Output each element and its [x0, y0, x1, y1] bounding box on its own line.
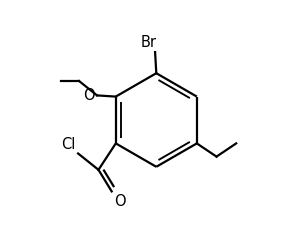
Text: O: O [115, 194, 126, 209]
Text: Br: Br [141, 35, 157, 50]
Text: O: O [84, 88, 95, 103]
Text: Cl: Cl [61, 137, 76, 152]
